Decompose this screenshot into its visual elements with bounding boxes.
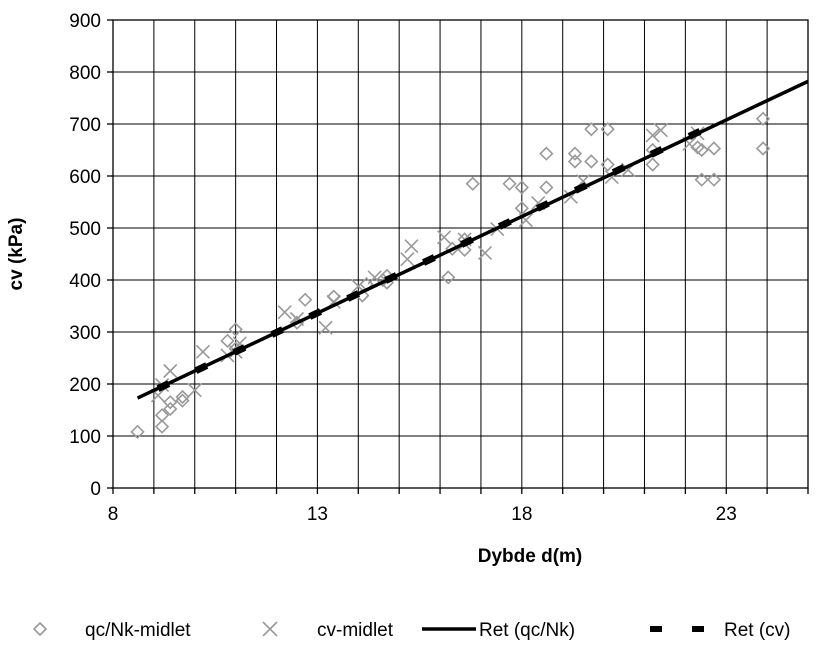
diamond-point xyxy=(755,111,771,126)
y-axis-tick-labels: 0 100 200 300 400 500 600 700 800 900 xyxy=(69,11,101,500)
data-series xyxy=(130,79,809,439)
diamond-point xyxy=(465,176,480,191)
diamond-point xyxy=(220,333,235,348)
diamond-point xyxy=(645,157,660,172)
x-point xyxy=(277,305,292,320)
x-point xyxy=(367,270,382,285)
diamond-point xyxy=(457,242,472,257)
diamond-point xyxy=(690,140,705,155)
diamond-point xyxy=(175,389,190,405)
diamond-marker-icon xyxy=(32,621,48,637)
x-tick-label: 8 xyxy=(108,504,119,525)
diamond-point xyxy=(514,201,529,216)
diamond-point xyxy=(441,270,456,285)
x-point xyxy=(187,383,202,398)
y-tick-label: 200 xyxy=(69,375,101,396)
x-tick-label: 18 xyxy=(511,504,532,525)
legend-label: Ret (cv) xyxy=(724,620,791,641)
diamond-point xyxy=(514,180,529,195)
x-axis-tick-labels: 8 13 18 23 xyxy=(108,504,737,525)
dashed-trend-line xyxy=(156,123,712,392)
diamond-point xyxy=(163,401,178,417)
x-point xyxy=(645,128,660,143)
diamond-point xyxy=(694,142,709,158)
y-axis-title: cv (kPa) xyxy=(6,218,27,291)
x-tick-label: 23 xyxy=(716,504,737,525)
x-point xyxy=(477,245,493,261)
x-point xyxy=(653,123,668,138)
y-tick-label: 700 xyxy=(69,115,101,136)
diamond-point xyxy=(584,154,599,169)
grid-lines xyxy=(113,20,808,488)
diamond-point xyxy=(567,146,583,161)
diamond-point xyxy=(539,180,554,195)
x-point xyxy=(195,344,211,359)
y-tick-label: 400 xyxy=(69,271,101,292)
diamond-point xyxy=(600,122,615,137)
y-tick-label: 800 xyxy=(69,63,101,84)
x-point xyxy=(163,363,178,379)
y-tick-label: 900 xyxy=(69,11,101,32)
diamond-point xyxy=(600,157,615,172)
y-tick-label: 600 xyxy=(69,167,101,188)
diamond-point xyxy=(706,172,722,187)
x-axis-title: Dybde d(m) xyxy=(478,546,583,567)
x-point xyxy=(404,239,419,254)
legend-label: Ret (qc/Nk) xyxy=(479,620,575,641)
plot-area xyxy=(107,19,809,494)
legend-label: qc/Nk-midlet xyxy=(85,620,191,641)
series-ret-cv xyxy=(156,123,712,392)
plot-frame xyxy=(112,19,809,489)
diamond-point xyxy=(567,154,583,169)
diamond-point xyxy=(228,322,243,337)
diamond-point xyxy=(163,395,178,410)
x-point xyxy=(400,252,415,267)
y-tick-label: 100 xyxy=(69,427,101,448)
y-tick-label: 0 xyxy=(90,479,101,500)
diamond-point xyxy=(539,146,554,161)
diamond-point xyxy=(502,176,517,191)
legend-item-ret-cv: Ret (cv) xyxy=(650,620,791,641)
diamond-point xyxy=(130,424,145,439)
y-tick-label: 300 xyxy=(69,323,101,344)
series-qc-nk-midlet xyxy=(130,111,771,439)
diamond-point xyxy=(154,419,170,434)
x-marker-icon xyxy=(262,621,278,637)
diamond-point xyxy=(154,408,170,423)
diamond-point xyxy=(694,172,709,187)
diamond-point xyxy=(175,393,190,408)
legend-label: cv-midlet xyxy=(317,620,394,641)
diamond-point xyxy=(298,292,313,307)
y-tick-label: 500 xyxy=(69,219,101,240)
diamond-point xyxy=(755,141,771,156)
legend-item-cv-midlet: cv-midlet xyxy=(262,620,394,641)
legend-item-ret-qc-nk: Ret (qc/Nk) xyxy=(422,620,575,641)
x-point xyxy=(437,230,452,245)
legend: qc/Nk-midlet cv-midlet Ret (qc/Nk) Ret (… xyxy=(32,620,791,641)
x-point xyxy=(318,320,333,335)
diamond-point xyxy=(584,122,599,137)
legend-item-qc-nk-midlet: qc/Nk-midlet xyxy=(32,620,191,641)
x-tick-label: 13 xyxy=(307,504,328,525)
diamond-point xyxy=(706,141,722,156)
